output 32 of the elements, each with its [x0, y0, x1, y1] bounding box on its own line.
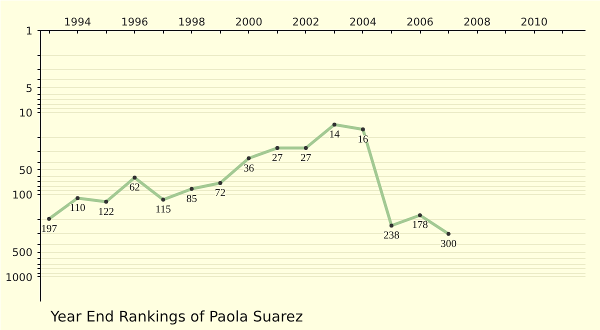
data-label: 115	[155, 204, 171, 216]
data-label: 27	[272, 153, 284, 164]
x-tick-label: 1994	[64, 16, 92, 28]
data-label: 16	[358, 134, 369, 146]
data-label: 62	[129, 182, 140, 194]
x-tick-label: 2008	[464, 16, 491, 28]
x-tick-label: 2006	[406, 16, 434, 28]
x-tick-label: 2010	[520, 16, 548, 28]
data-label: 178	[412, 220, 428, 232]
data-label: 197	[41, 224, 58, 235]
data-label: 27	[300, 153, 312, 164]
x-tick-label: 2002	[292, 16, 320, 28]
y-tick-label: 1000	[5, 270, 33, 284]
y-tick-label: 5	[26, 82, 32, 95]
y-tick-label: 1	[26, 24, 32, 38]
y-tick-label: 10	[18, 106, 33, 120]
x-tick-label: 1998	[178, 16, 206, 28]
data-label: 122	[98, 206, 114, 218]
data-label: 110	[70, 203, 86, 214]
x-tick-label: 2000	[235, 16, 263, 28]
data-label: 85	[186, 194, 198, 205]
y-tick-label: 50	[18, 164, 33, 177]
text: Year End Rankings of Paola Suarez	[50, 308, 304, 326]
data-label: 300	[440, 238, 457, 250]
data-label: 238	[383, 230, 400, 242]
y-tick-label: 100	[12, 188, 33, 202]
y-tick-label: 500	[12, 246, 33, 260]
x-tick-label: 1996	[121, 16, 148, 28]
data-label: 36	[243, 163, 255, 174]
data-label: 72	[214, 188, 226, 199]
x-tick-label: 2004	[349, 16, 377, 28]
data-label: 14	[329, 130, 340, 141]
